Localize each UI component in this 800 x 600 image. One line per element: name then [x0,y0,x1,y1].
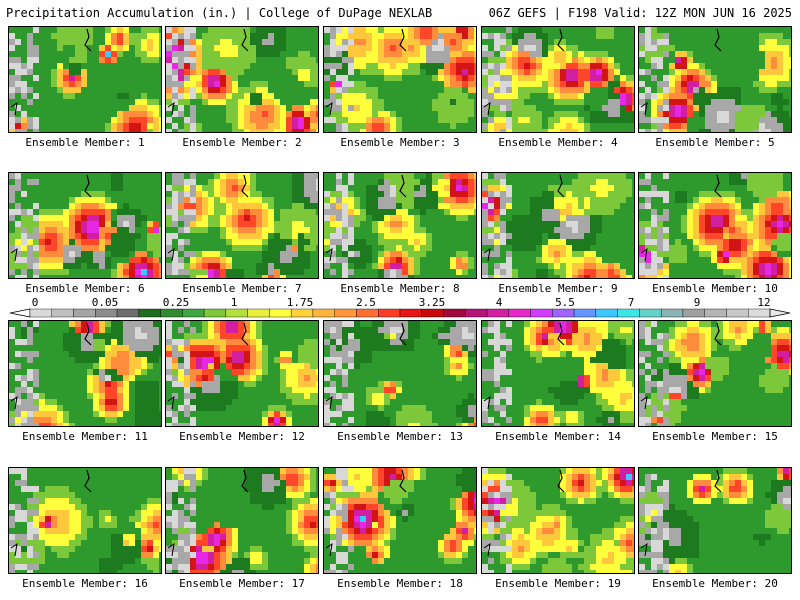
colorbar-swatch [726,308,749,318]
ensemble-member-map [481,172,635,279]
colorbar-swatch [269,308,292,318]
ensemble-member-label: Ensemble Member: 12 [179,430,305,443]
colorbar-swatch [312,308,335,318]
colorbar-tick-label: 9 [694,297,701,309]
ensemble-member-map [481,467,635,574]
colorbar-swatch [639,308,662,318]
colorbar-high-arrow [769,308,791,318]
ensemble-member-label: Ensemble Member: 6 [25,282,145,295]
colorbar-swatch [95,308,118,318]
ensemble-member-label: Ensemble Member: 17 [179,577,305,590]
colorbar-swatch [334,308,357,318]
colorbar-swatch [160,308,183,318]
colorbar-tick-label: 7 [628,297,635,309]
ensemble-member-label: Ensemble Member: 13 [337,430,463,443]
colorbar-tick-label: 5.5 [555,297,575,309]
colorbar-swatch [51,308,74,318]
ensemble-member-label: Ensemble Member: 18 [337,577,463,590]
colorbar-swatch [748,308,771,318]
colorbar-swatch [203,308,227,318]
precipitation-colorbar: 0 0.05 0.25 1 1.75 2.5 3.25 4 5.5 7 9 12 [8,297,792,319]
colorbar-tick-label: 0 [32,297,39,309]
colorbar-tick-label: 3.25 [419,297,446,309]
colorbar-swatch [29,308,52,318]
ensemble-member-label: Ensemble Member: 10 [652,282,778,295]
colorbar-swatch [617,308,640,318]
ensemble-member-label: Ensemble Member: 20 [652,577,778,590]
colorbar-swatch [443,308,466,318]
colorbar-swatch [421,308,444,318]
colorbar-tick-label: 1 [231,297,238,309]
ensemble-member-map [323,172,477,279]
colorbar-swatch [508,308,531,318]
ensemble-member-map [165,467,319,574]
ensemble-member-map [323,467,477,574]
colorbar-tick-label: 1.75 [287,297,314,309]
ensemble-member-map [8,172,162,279]
colorbar-swatch [573,308,597,318]
colorbar-swatch [182,308,205,318]
colorbar-swatch [704,308,727,318]
colorbar-low-arrow [9,308,31,318]
ensemble-member-map [8,320,162,427]
colorbar-swatch [290,308,314,318]
ensemble-member-map [165,26,319,133]
ensemble-member-map [8,467,162,574]
colorbar-tick-label: 0.25 [163,297,190,309]
ensemble-member-label: Ensemble Member: 3 [340,136,460,149]
colorbar-swatch [552,308,575,318]
ensemble-member-map [638,320,792,427]
ensemble-member-label: Ensemble Member: 1 [25,136,145,149]
ensemble-member-label: Ensemble Member: 2 [182,136,302,149]
colorbar-swatch [399,308,422,318]
map-title: Precipitation Accumulation (in.) | Colle… [6,6,433,20]
colorbar-swatch [465,308,488,318]
colorbar-swatch [73,308,96,318]
ensemble-member-map [481,320,635,427]
colorbar-swatch [247,308,270,318]
ensemble-member-map [323,320,477,427]
ensemble-member-map [638,26,792,133]
ensemble-member-label: Ensemble Member: 4 [498,136,618,149]
ensemble-member-map [8,26,162,133]
ensemble-member-map [165,320,319,427]
ensemble-member-map [323,26,477,133]
model-run-valid-time: 06Z GEFS | F198 Valid: 12Z MON JUN 16 20… [488,6,792,20]
ensemble-member-label: Ensemble Member: 15 [652,430,778,443]
colorbar-tick-label: 0.05 [92,297,119,309]
ensemble-member-label: Ensemble Member: 5 [655,136,775,149]
colorbar-tick-label: 2.5 [356,297,376,309]
ensemble-member-map [638,467,792,574]
colorbar-tick-label: 4 [496,297,503,309]
ensemble-member-label: Ensemble Member: 8 [340,282,460,295]
colorbar-swatch [378,308,401,318]
ensemble-member-label: Ensemble Member: 16 [22,577,148,590]
colorbar-tick-label: 12 [757,297,770,309]
colorbar-swatch [530,308,553,318]
ensemble-member-label: Ensemble Member: 11 [22,430,148,443]
ensemble-member-label: Ensemble Member: 7 [182,282,302,295]
ensemble-member-label: Ensemble Member: 19 [495,577,621,590]
ensemble-member-map [165,172,319,279]
ensemble-member-label: Ensemble Member: 9 [498,282,618,295]
ensemble-member-map [638,172,792,279]
colorbar-swatch [138,308,161,318]
ensemble-member-map [481,26,635,133]
colorbar-swatch [660,308,684,318]
ensemble-member-label: Ensemble Member: 14 [495,430,621,443]
colorbar-swatch [225,308,248,318]
colorbar-swatch [486,308,510,318]
colorbar-swatch [595,308,618,318]
colorbar-swatch [116,308,140,318]
colorbar-swatch [356,308,379,318]
colorbar-swatch [682,308,705,318]
